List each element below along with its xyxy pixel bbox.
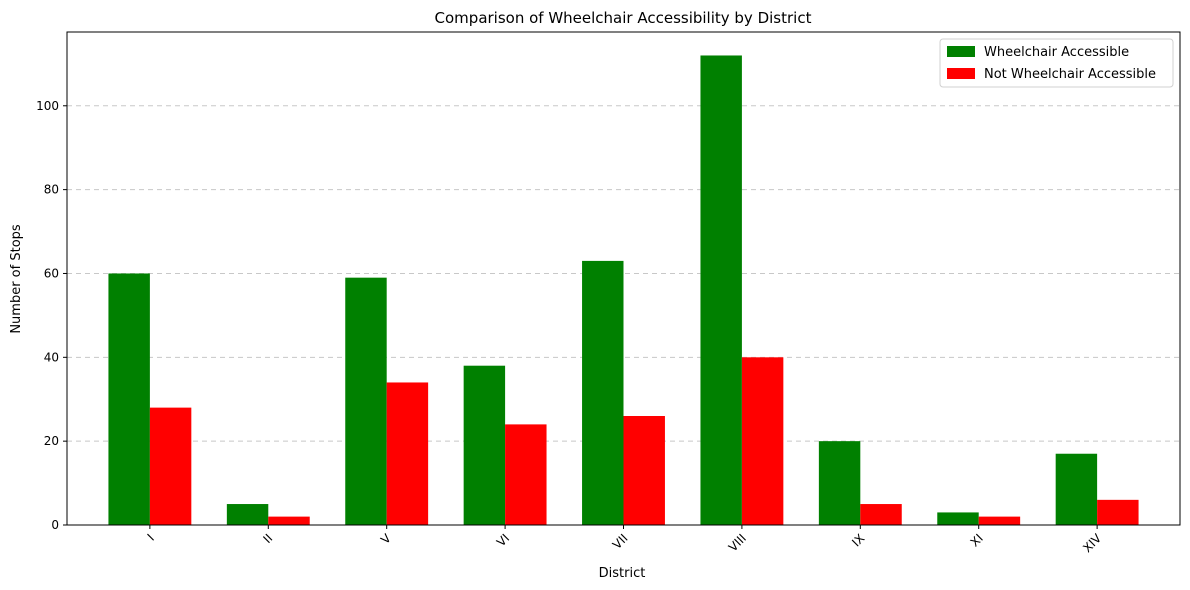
bar-not-accessible-V: [386, 382, 429, 525]
bar-accessible-VIII: [700, 55, 742, 525]
x-tick-label: XI: [968, 531, 986, 549]
bar-not-accessible-I: [149, 407, 192, 525]
bar-accessible-II: [226, 504, 269, 525]
x-tick-label: IX: [849, 531, 867, 549]
bar-accessible-VII: [582, 260, 624, 525]
bar-not-accessible-XI: [978, 516, 1021, 525]
y-axis-ticks: 0 20 40 60 80 100: [36, 99, 67, 532]
y-tick-label: 0: [51, 518, 59, 532]
x-tick-label: VII: [610, 531, 631, 552]
y-tick-label: 40: [44, 350, 59, 364]
x-tick-label: VIII: [726, 531, 749, 554]
x-tick-label: VI: [494, 531, 512, 549]
bar-accessible-VI: [463, 365, 506, 525]
bar-accessible-XIV: [1055, 453, 1098, 525]
bar-not-accessible-XIV: [1097, 499, 1139, 525]
gridlines: [67, 105, 1180, 442]
chart-title: Comparison of Wheelchair Accessibility b…: [435, 9, 812, 27]
x-tick-label: II: [261, 531, 276, 546]
x-axis-label: District: [599, 566, 646, 581]
bars: [108, 55, 1139, 525]
y-tick-label: 100: [36, 99, 59, 113]
bar-accessible-XI: [937, 512, 979, 525]
y-tick-label: 80: [44, 183, 59, 197]
legend-label: Not Wheelchair Accessible: [984, 67, 1156, 82]
bar-not-accessible-VI: [505, 424, 547, 525]
bar-not-accessible-IX: [860, 504, 902, 525]
x-axis-ticks: I II V VI VII VIII IX XI XIV: [145, 525, 1105, 555]
bar-accessible-IX: [818, 441, 861, 525]
legend-swatch: [947, 68, 975, 79]
legend-box: [939, 38, 1174, 88]
bar-accessible-V: [345, 277, 387, 525]
y-tick-label: 60: [44, 266, 59, 280]
x-tick-label: V: [378, 531, 394, 547]
legend: Wheelchair Accessible Not Wheelchair Acce…: [939, 38, 1174, 88]
legend-label: Wheelchair Accessible: [984, 45, 1129, 60]
bar-not-accessible-VII: [623, 416, 665, 525]
legend-swatch: [947, 46, 975, 57]
x-tick-label: I: [145, 531, 157, 543]
bar-accessible-I: [108, 273, 150, 525]
bar-not-accessible-II: [268, 516, 310, 525]
x-tick-label: XIV: [1080, 531, 1105, 556]
y-axis-label: Number of Stops: [9, 224, 24, 334]
bar-not-accessible-VIII: [741, 357, 784, 525]
y-tick-label: 20: [44, 434, 59, 448]
